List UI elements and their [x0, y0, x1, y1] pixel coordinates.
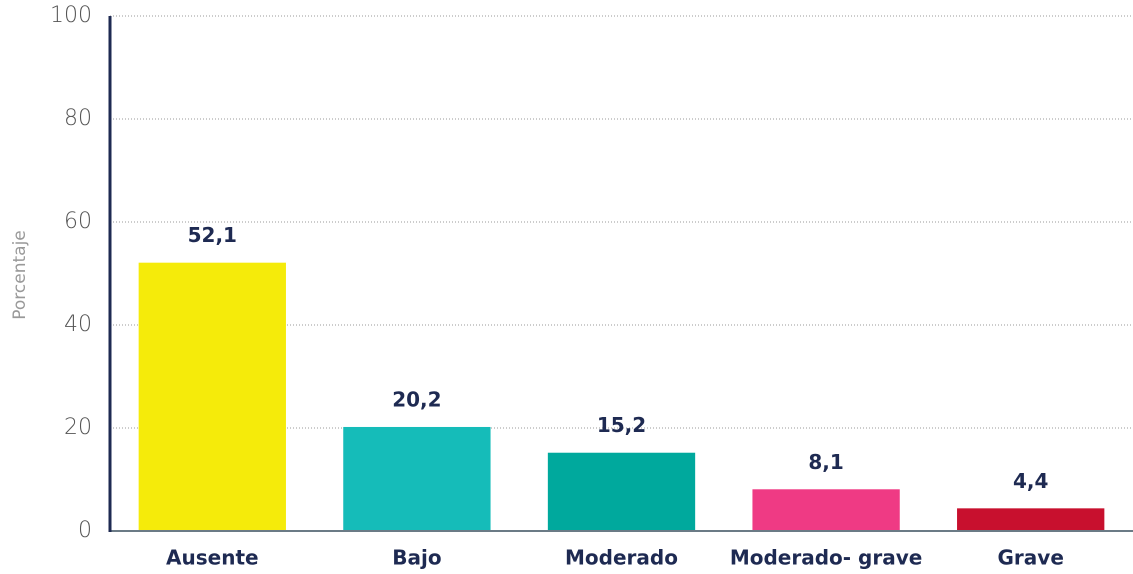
x-tick-label: Ausente [166, 546, 259, 570]
x-tick-label: Moderado [565, 546, 678, 570]
x-tick-label: Bajo [392, 546, 441, 570]
value-label: 15,2 [597, 413, 646, 437]
bar [547, 452, 696, 531]
bar [957, 508, 1105, 531]
y-tick-label: 60 [64, 209, 92, 234]
y-tick-label: 100 [50, 3, 92, 28]
y-tick-label: 0 [78, 518, 92, 543]
x-tick-label: Grave [998, 546, 1064, 570]
bar [343, 426, 491, 531]
y-axis-label: Porcentaje [10, 230, 30, 320]
value-label: 52,1 [188, 223, 237, 247]
bar [138, 262, 286, 531]
value-label: 8,1 [808, 450, 843, 474]
y-tick-label: 40 [64, 312, 92, 337]
bar [752, 489, 900, 531]
y-tick-label: 80 [64, 106, 92, 131]
y-tick-label: 20 [64, 415, 92, 440]
value-label: 20,2 [392, 387, 441, 411]
value-label: 4,4 [1013, 469, 1048, 493]
x-tick-label: Moderado- grave [730, 546, 922, 570]
